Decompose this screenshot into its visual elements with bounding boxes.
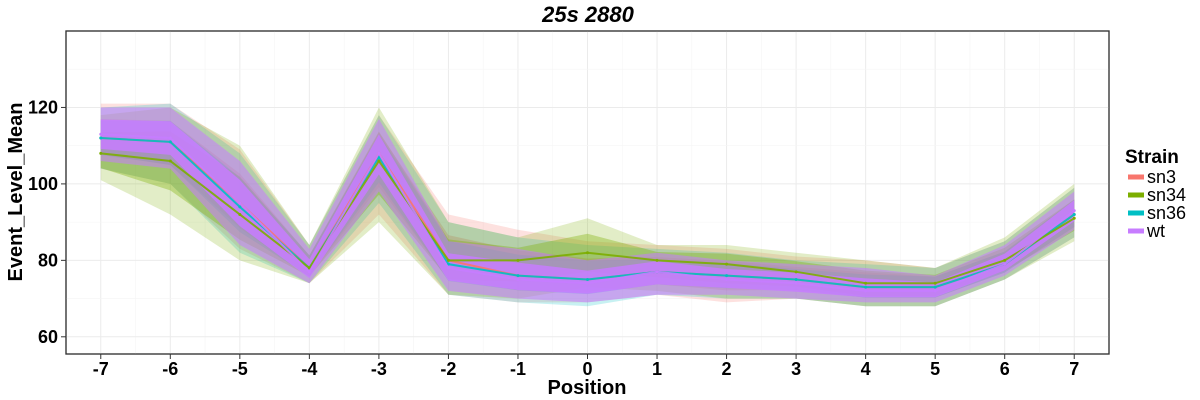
data-point-sn36 (238, 205, 242, 209)
data-point-wt (794, 281, 798, 285)
y-axis: 60 80 100 120 (28, 97, 66, 347)
y-tick-label: 80 (38, 250, 58, 270)
data-point-sn34 (794, 270, 798, 274)
data-point-wt (586, 281, 589, 285)
x-tick-label: -3 (371, 359, 387, 379)
data-point-sn36 (168, 140, 172, 144)
data-point-sn36 (725, 274, 729, 278)
data-point-wt (1003, 262, 1007, 266)
data-point-wt (933, 289, 937, 293)
x-tick-label: 0 (582, 359, 592, 379)
x-tick-label: -5 (232, 359, 248, 379)
data-point-sn34 (238, 212, 242, 216)
x-tick-label: -2 (440, 359, 456, 379)
legend-label-wt: wt (1146, 221, 1165, 241)
x-tick-label: 6 (1000, 359, 1010, 379)
data-point-sn34 (516, 258, 520, 262)
data-point-wt (655, 270, 659, 274)
x-tick-label: -1 (510, 359, 526, 379)
data-point-sn34 (1003, 258, 1007, 262)
data-point-sn36 (516, 274, 520, 278)
x-tick-label: -7 (93, 359, 109, 379)
data-point-sn34 (933, 281, 937, 285)
legend-label-sn36: sn36 (1147, 203, 1186, 223)
data-point-wt (1072, 209, 1076, 213)
x-tick-label: 4 (861, 359, 871, 379)
data-point-sn34 (1072, 216, 1076, 220)
series-lines (99, 132, 1076, 293)
chart-title: 25s 2880 (541, 2, 635, 27)
data-point-sn36 (1072, 212, 1076, 216)
series-bands (100, 103, 1075, 307)
data-point-sn34 (586, 251, 589, 255)
legend-label-sn34: sn34 (1147, 185, 1186, 205)
series-band-wt (100, 107, 1075, 303)
legend-label-sn3: sn3 (1147, 167, 1176, 187)
data-point-sn36 (99, 136, 103, 140)
data-point-sn34 (655, 258, 659, 262)
y-tick-label: 100 (28, 174, 58, 194)
data-point-wt (516, 277, 520, 281)
x-tick-label: -6 (162, 359, 178, 379)
data-point-wt (238, 201, 242, 205)
plot-border (65, 30, 1110, 355)
x-tick-label: 1 (652, 359, 662, 379)
data-point-sn36 (864, 285, 868, 289)
data-point-wt (307, 270, 311, 274)
x-tick-label: 3 (791, 359, 801, 379)
y-axis-title: Event_Level_Mean (5, 103, 27, 282)
data-point-sn34 (377, 159, 381, 163)
x-axis-title: Position (548, 377, 627, 399)
x-tick-label: -4 (301, 359, 317, 379)
data-point-sn34 (168, 159, 172, 163)
data-point-sn36 (586, 277, 589, 281)
data-point-sn36 (933, 285, 937, 289)
y-tick-label: 60 (38, 327, 58, 347)
data-point-wt (446, 266, 450, 270)
data-point-sn34 (864, 281, 868, 285)
data-point-sn34 (99, 151, 103, 155)
x-tick-label: 2 (722, 359, 732, 379)
data-point-sn34 (446, 258, 450, 262)
data-point-wt (168, 136, 172, 140)
x-tick-label: 7 (1069, 359, 1079, 379)
x-axis: -7 -6 -5 -4 -3 -2 -1 0 1 2 3 4 5 6 7 (93, 354, 1079, 379)
data-point-wt (377, 151, 381, 155)
y-tick-label: 120 (28, 97, 58, 117)
data-point-wt (725, 277, 729, 281)
data-point-wt (864, 289, 868, 293)
data-point-sn36 (794, 277, 798, 281)
legend-title: Strain (1125, 147, 1179, 168)
data-point-sn34 (725, 262, 729, 266)
series-core-wt (100, 119, 1075, 298)
data-point-wt (99, 132, 103, 136)
x-tick-label: 5 (930, 359, 940, 379)
